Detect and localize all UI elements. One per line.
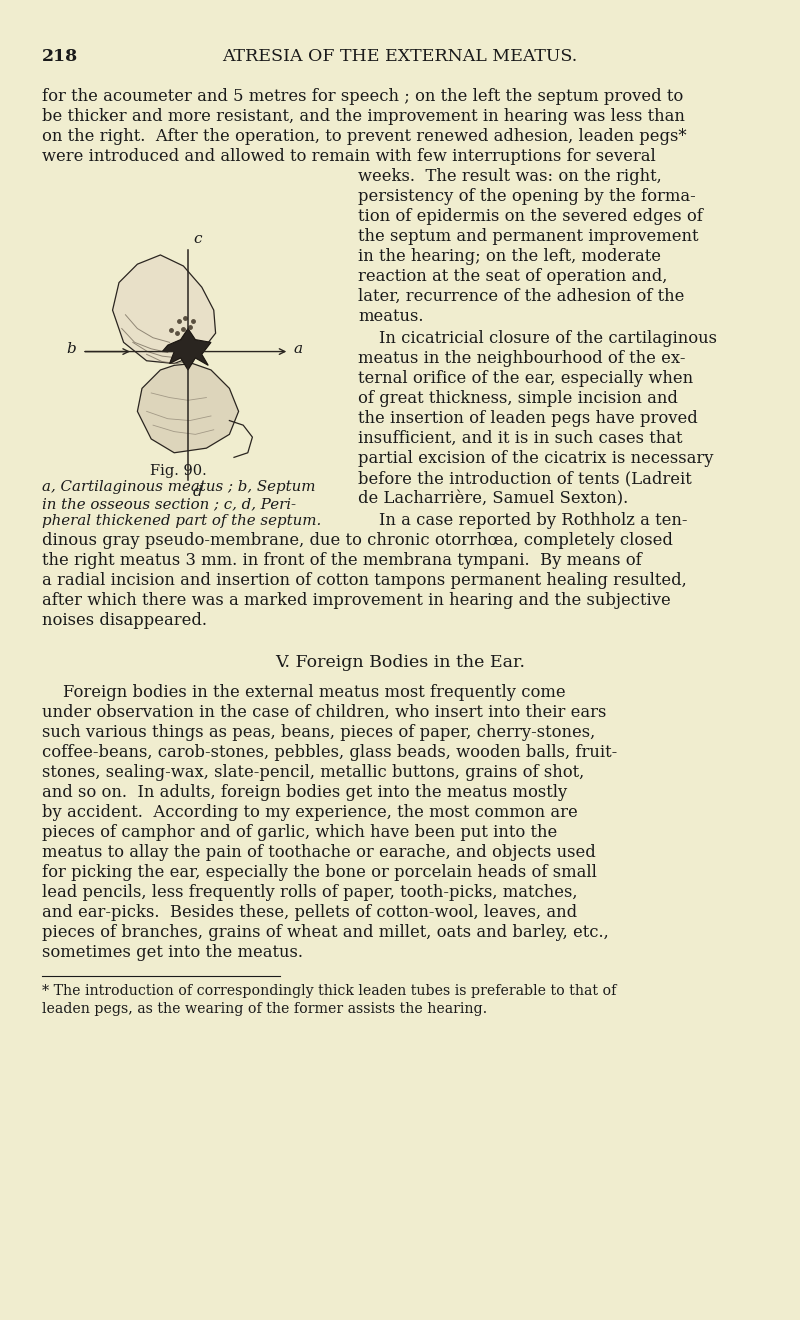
Text: a, Cartilaginous meatus ; b, Septum: a, Cartilaginous meatus ; b, Septum: [42, 480, 315, 494]
Text: pieces of branches, grains of wheat and millet, oats and barley, etc.,: pieces of branches, grains of wheat and …: [42, 924, 609, 941]
Text: and so on.  In adults, foreign bodies get into the meatus mostly: and so on. In adults, foreign bodies get…: [42, 784, 567, 801]
Text: lead pencils, less frequently rolls of paper, tooth-picks, matches,: lead pencils, less frequently rolls of p…: [42, 884, 578, 902]
Text: the right meatus 3 mm. in front of the membrana tympani.  By means of: the right meatus 3 mm. in front of the m…: [42, 552, 642, 569]
Text: V. Foreign Bodies in the Ear.: V. Foreign Bodies in the Ear.: [275, 653, 525, 671]
Text: reaction at the seat of operation and,: reaction at the seat of operation and,: [358, 268, 667, 285]
Polygon shape: [162, 329, 211, 370]
Text: by accident.  According to my experience, the most common are: by accident. According to my experience,…: [42, 804, 578, 821]
Text: such various things as peas, beans, pieces of paper, cherry-stones,: such various things as peas, beans, piec…: [42, 723, 595, 741]
Text: coffee-beans, carob-stones, pebbles, glass beads, wooden balls, fruit-: coffee-beans, carob-stones, pebbles, gla…: [42, 744, 618, 762]
Text: ATRESIA OF THE EXTERNAL MEATUS.: ATRESIA OF THE EXTERNAL MEATUS.: [222, 48, 578, 65]
Text: dinous gray pseudo-membrane, due to chronic otorrhœa, completely closed: dinous gray pseudo-membrane, due to chro…: [42, 532, 673, 549]
Text: be thicker and more resistant, and the improvement in hearing was less than: be thicker and more resistant, and the i…: [42, 108, 685, 125]
Text: Foreign bodies in the external meatus most frequently come: Foreign bodies in the external meatus mo…: [42, 684, 566, 701]
Text: 218: 218: [42, 48, 78, 65]
Text: Fig. 90.: Fig. 90.: [150, 465, 206, 478]
Text: weeks.  The result was: on the right,: weeks. The result was: on the right,: [358, 168, 662, 185]
Text: meatus to allay the pain of toothache or earache, and objects used: meatus to allay the pain of toothache or…: [42, 843, 596, 861]
Text: of great thickness, simple incision and: of great thickness, simple incision and: [358, 389, 678, 407]
Text: In cicatricial closure of the cartilaginous: In cicatricial closure of the cartilagin…: [358, 330, 717, 347]
Text: the septum and permanent improvement: the septum and permanent improvement: [358, 228, 698, 246]
Text: sometimes get into the meatus.: sometimes get into the meatus.: [42, 944, 303, 961]
Text: pieces of camphor and of garlic, which have been put into the: pieces of camphor and of garlic, which h…: [42, 824, 558, 841]
Text: ternal orifice of the ear, especially when: ternal orifice of the ear, especially wh…: [358, 370, 693, 387]
Text: after which there was a marked improvement in hearing and the subjective: after which there was a marked improveme…: [42, 591, 670, 609]
Text: partial excision of the cicatrix is necessary: partial excision of the cicatrix is nece…: [358, 450, 714, 467]
Text: persistency of the opening by the forma-: persistency of the opening by the forma-: [358, 187, 696, 205]
Text: and ear-picks.  Besides these, pellets of cotton-wool, leaves, and: and ear-picks. Besides these, pellets of…: [42, 904, 577, 921]
Text: insufficient, and it is in such cases that: insufficient, and it is in such cases th…: [358, 430, 682, 447]
Text: b: b: [66, 342, 76, 355]
Text: de Lacharrière, Samuel Sexton).: de Lacharrière, Samuel Sexton).: [358, 490, 628, 507]
Text: d: d: [193, 484, 202, 499]
Text: for picking the ear, especially the bone or porcelain heads of small: for picking the ear, especially the bone…: [42, 865, 597, 880]
Polygon shape: [113, 255, 216, 363]
Text: stones, sealing-wax, slate-pencil, metallic buttons, grains of shot,: stones, sealing-wax, slate-pencil, metal…: [42, 764, 584, 781]
Text: in the hearing; on the left, moderate: in the hearing; on the left, moderate: [358, 248, 661, 265]
Polygon shape: [138, 363, 238, 453]
Text: pheral thickened part of the septum.: pheral thickened part of the septum.: [42, 513, 322, 528]
Text: on the right.  After the operation, to prevent renewed adhesion, leaden pegs*: on the right. After the operation, to pr…: [42, 128, 686, 145]
Text: under observation in the case of children, who insert into their ears: under observation in the case of childre…: [42, 704, 606, 721]
Text: for the acoumeter and 5 metres for speech ; on the left the septum proved to: for the acoumeter and 5 metres for speec…: [42, 88, 683, 106]
Text: leaden pegs, as the wearing of the former assists the hearing.: leaden pegs, as the wearing of the forme…: [42, 1002, 487, 1016]
Text: were introduced and allowed to remain with few interruptions for several: were introduced and allowed to remain wi…: [42, 148, 656, 165]
Text: c: c: [193, 232, 202, 246]
Text: In a case reported by Rothholz a ten-: In a case reported by Rothholz a ten-: [358, 512, 687, 529]
Text: the insertion of leaden pegs have proved: the insertion of leaden pegs have proved: [358, 411, 698, 426]
Text: later, recurrence of the adhesion of the: later, recurrence of the adhesion of the: [358, 288, 684, 305]
Text: meatus in the neighbourhood of the ex-: meatus in the neighbourhood of the ex-: [358, 350, 686, 367]
Text: before the introduction of tents (Ladreit: before the introduction of tents (Ladrei…: [358, 470, 692, 487]
Text: meatus.: meatus.: [358, 308, 423, 325]
Text: a: a: [294, 342, 303, 355]
Text: a radial incision and insertion of cotton tampons permanent healing resulted,: a radial incision and insertion of cotto…: [42, 572, 686, 589]
Text: noises disappeared.: noises disappeared.: [42, 612, 207, 630]
Text: in the osseous section ; c, d, Peri-: in the osseous section ; c, d, Peri-: [42, 498, 296, 511]
Text: tion of epidermis on the severed edges of: tion of epidermis on the severed edges o…: [358, 209, 703, 224]
Text: * The introduction of correspondingly thick leaden tubes is preferable to that o: * The introduction of correspondingly th…: [42, 983, 616, 998]
